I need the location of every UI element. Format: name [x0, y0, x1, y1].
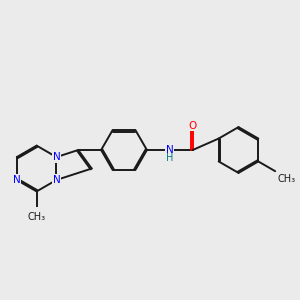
Text: CH₃: CH₃: [278, 174, 296, 184]
Text: N: N: [52, 175, 60, 185]
Text: CH₃: CH₃: [28, 212, 46, 222]
Text: H: H: [166, 153, 173, 163]
Text: N: N: [166, 145, 174, 155]
Text: N: N: [13, 175, 21, 185]
Text: O: O: [189, 121, 197, 131]
Text: N: N: [52, 152, 60, 162]
